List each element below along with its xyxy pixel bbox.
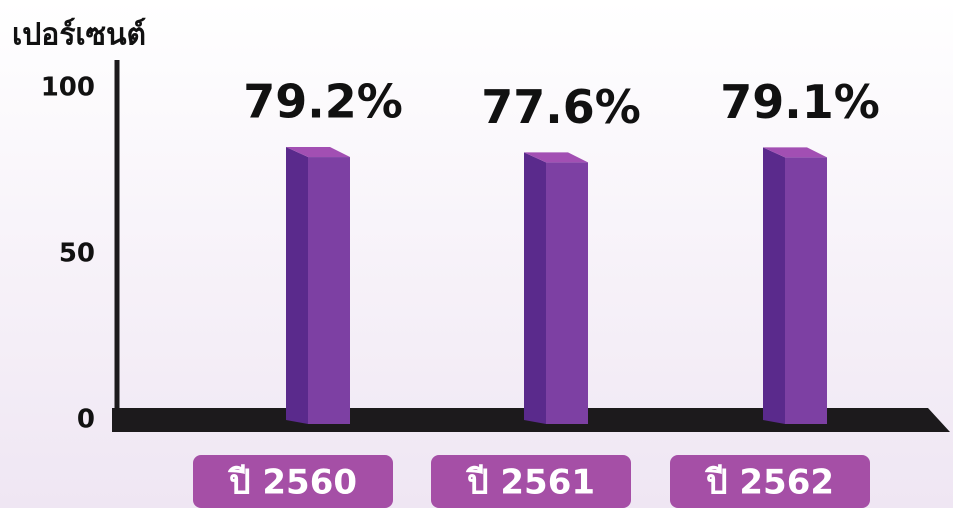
y-axis-label: เปอร์เซนต์ [12,18,146,53]
category-pill [670,455,870,508]
bar-top [286,147,350,158]
value-label: 79.2% [243,75,403,129]
y-tick-label: 100 [41,73,95,103]
bar [308,157,350,424]
value-label: 79.1% [720,75,880,129]
bar-side [286,147,308,424]
x-tick-label: ปี 2562 [704,463,834,503]
y-tick-label: 0 [77,405,95,435]
bar [785,157,827,424]
x-tick-label: ปี 2560 [227,463,357,503]
x-tick-label: ปี 2561 [465,463,595,503]
category-pill [431,455,631,508]
bar-top [524,152,588,163]
bar [546,162,588,425]
value-label: 77.6% [481,80,641,134]
y-tick-label: 50 [59,239,95,269]
category-pill [193,455,393,508]
bar-side [763,147,785,424]
bar-top [763,147,827,158]
bar-side [524,152,546,425]
